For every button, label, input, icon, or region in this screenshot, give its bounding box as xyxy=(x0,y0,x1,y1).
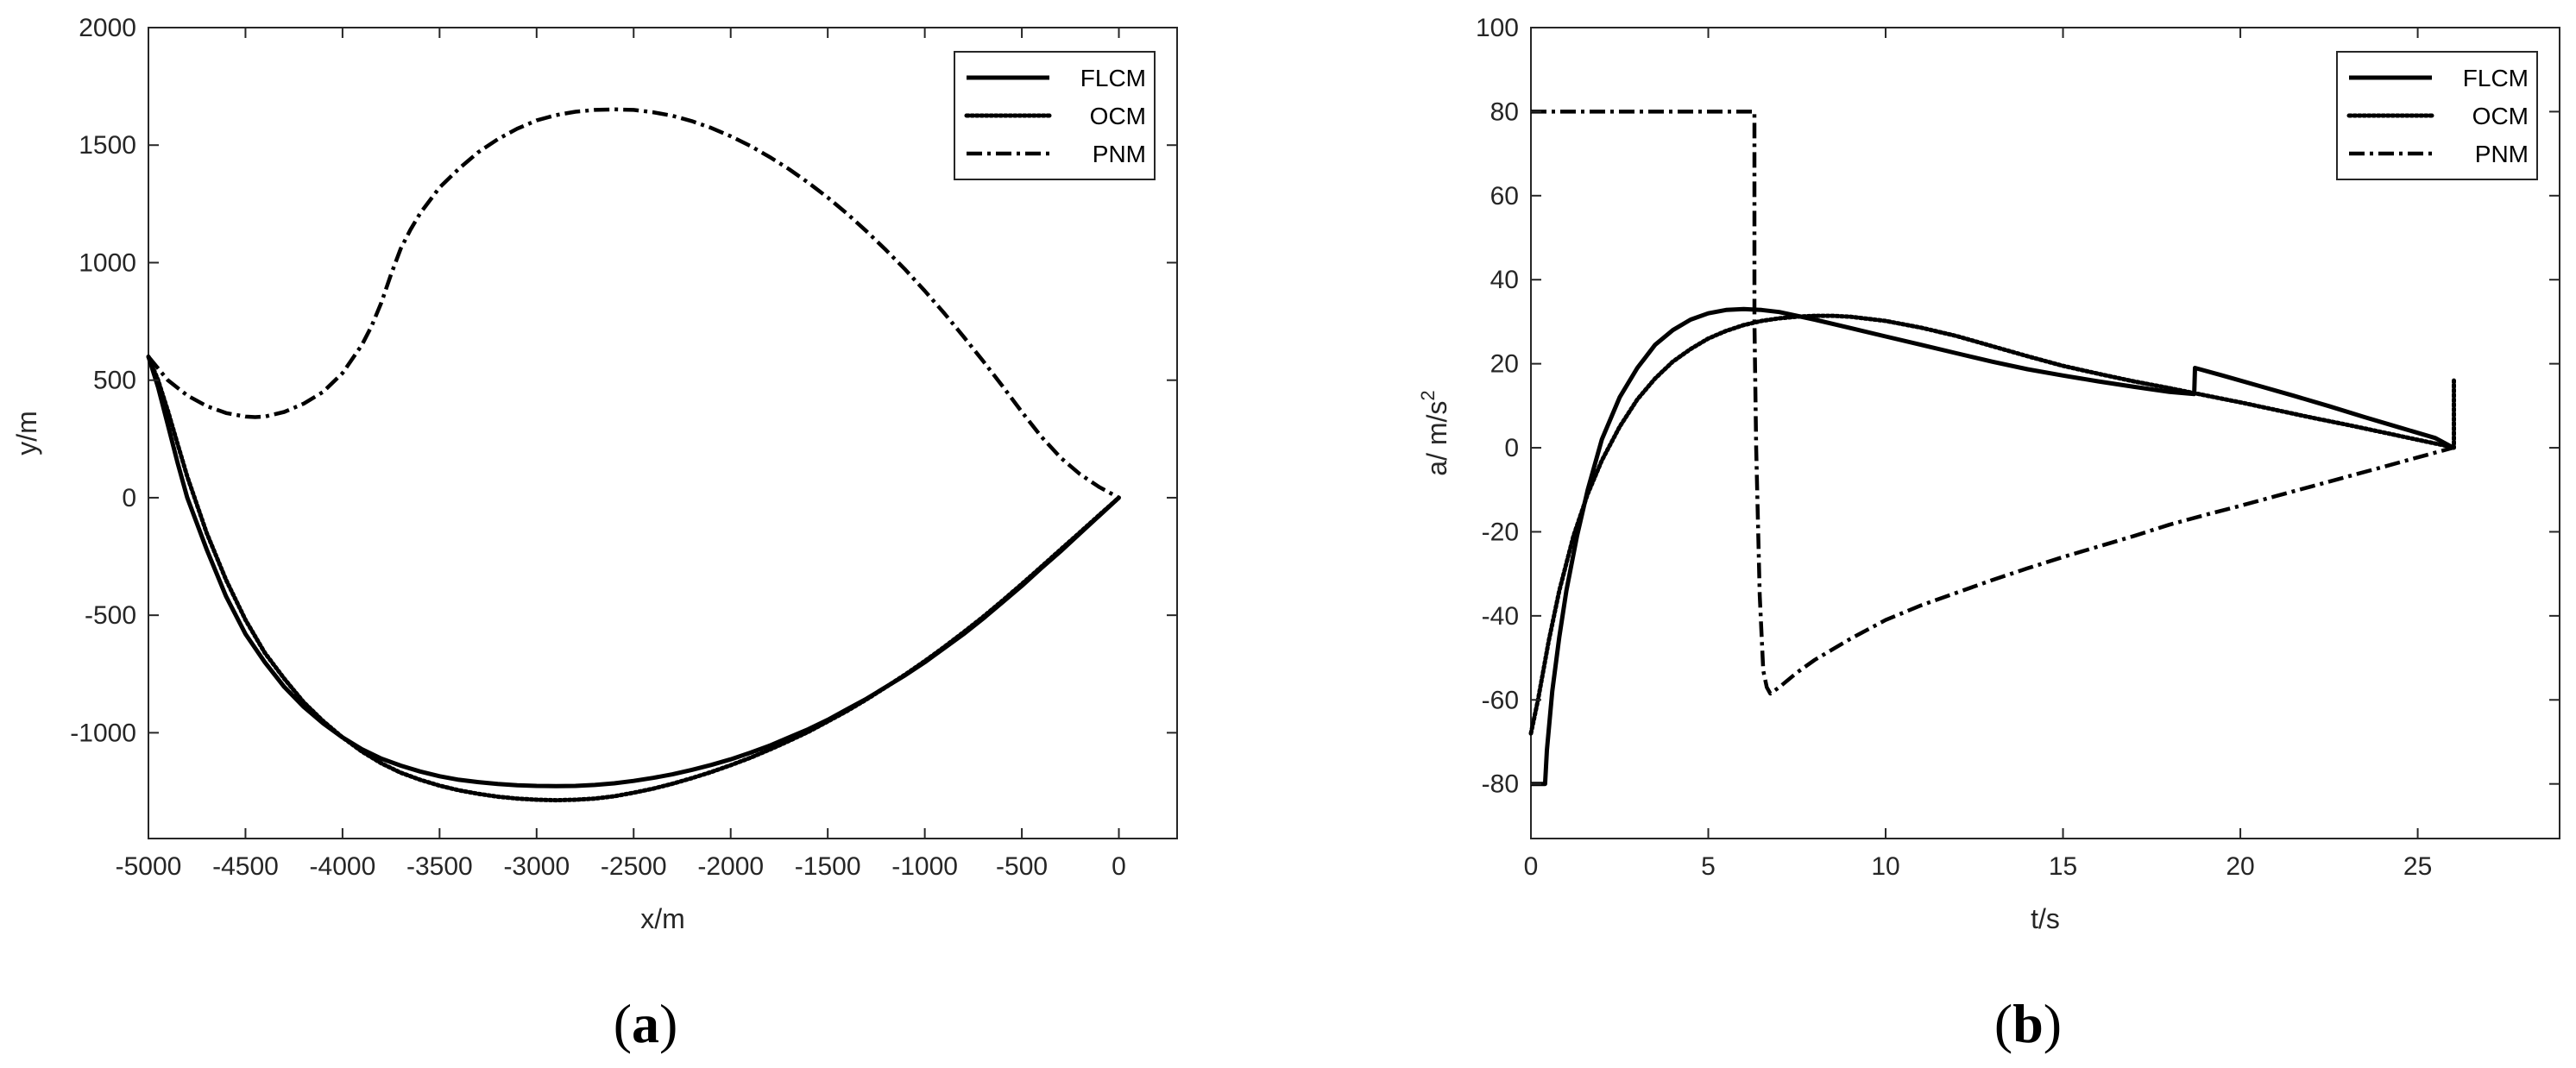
panel-a-ytick-label: 0 xyxy=(122,484,136,512)
panel-b-label: (b) xyxy=(1994,993,2062,1054)
panel-a-xtick-label: -3500 xyxy=(406,852,473,881)
panel-a-series-ocm-line xyxy=(146,354,1121,803)
panel-a-series-group xyxy=(146,107,1121,803)
panel-a-label: (a) xyxy=(614,993,678,1054)
panel-b-legend: FLCM OCM PNM xyxy=(2336,51,2538,180)
panel-b-ytick-label: 80 xyxy=(1490,97,1519,126)
panel-a-label-close: ) xyxy=(659,993,677,1054)
panel-a-xtick-label: -3000 xyxy=(503,852,570,881)
panel-b-ytick-label: 100 xyxy=(1476,14,1519,42)
panel-a-yticks: -1000 -500 0 500 1000 1500 2000 xyxy=(70,14,1177,747)
panel-a-xtick-label: -1000 xyxy=(891,852,958,881)
panel-a-legend-label-pnm: PNM xyxy=(1093,141,1146,167)
panel-a-ytick-label: -1000 xyxy=(70,719,136,747)
panel-b-xtick-label: 25 xyxy=(2403,852,2432,881)
panel-b-y-axis-label-text: a/ m/s xyxy=(1421,401,1452,476)
panel-a-xtick-label: -4500 xyxy=(212,852,279,881)
panel-a-legend: FLCM OCM PNM xyxy=(954,51,1156,180)
panel-a-ytick-label: 1500 xyxy=(79,131,136,160)
panel-b-y-axis-label-superscript: 2 xyxy=(1417,390,1439,400)
panel-b-legend-label-ocm: OCM xyxy=(2472,103,2529,129)
panel-b-series-group xyxy=(1528,110,2456,787)
panel-a-xtick-label: -5000 xyxy=(116,852,182,881)
panel-b-xtick-label: 5 xyxy=(1701,852,1716,881)
panel-a-label-letter: a xyxy=(632,993,659,1054)
panel-b-x-axis-label: t/s xyxy=(2031,903,2060,934)
panel-a-ytick-label: -500 xyxy=(85,601,136,630)
panel-a-xticks: -5000 -4500 -4000 -3500 -3000 -2500 -2000 -1500… xyxy=(116,28,1126,881)
panel-a-xtick-label: 0 xyxy=(1112,852,1126,881)
panel-b-ytick-label: -40 xyxy=(1482,602,1519,631)
panel-a-xtick-label: -2500 xyxy=(601,852,667,881)
panel-b-xtick-label: 0 xyxy=(1524,852,1539,881)
panel-b-legend-label-flcm: FLCM xyxy=(2463,65,2529,91)
panel-b-xtick-label: 20 xyxy=(2226,852,2254,881)
panel-b-ytick-label: -60 xyxy=(1482,686,1519,714)
panel-b-ytick-label: 0 xyxy=(1504,434,1519,462)
panel-b-xtick-label: 10 xyxy=(1871,852,1899,881)
panel-b-xticks: 0 5 10 15 20 25 xyxy=(1524,28,2432,881)
panel-b-ytick-label: -80 xyxy=(1482,770,1519,799)
panel-b-xtick-label: 15 xyxy=(2049,852,2077,881)
panel-a-xtick-label: -1500 xyxy=(795,852,861,881)
panel-a-ytick-label: 1000 xyxy=(79,248,136,277)
panel-a-series-pnm-line xyxy=(147,107,1120,499)
panel-b-ytick-label: 60 xyxy=(1490,182,1519,210)
panel-a-chart: -5000 -4500 -4000 -3500 -3000 -2500 -2000 -1500… xyxy=(11,14,1178,1054)
panel-b-label-close: ) xyxy=(2044,993,2062,1054)
panel-b-ytick-label: 40 xyxy=(1490,266,1519,294)
panel-a-xtick-label: -500 xyxy=(996,852,1048,881)
panel-a-x-axis-label: x/m xyxy=(640,903,685,934)
panel-a-xtick-label: -4000 xyxy=(310,852,376,881)
panel-b-legend-label-pnm: PNM xyxy=(2475,141,2529,167)
panel-b-series-ocm-line xyxy=(1528,313,2456,736)
panel-a-legend-label-flcm: FLCM xyxy=(1080,65,1146,91)
panel-a-legend-label-ocm: OCM xyxy=(1090,103,1146,129)
panel-b-series-pnm-line xyxy=(1531,110,2454,696)
panel-a-xtick-label: -2000 xyxy=(697,852,764,881)
panel-b-ytick-label: -20 xyxy=(1482,518,1519,546)
panel-b-ytick-label: 20 xyxy=(1490,350,1519,379)
panel-a-y-axis-label: y/m xyxy=(11,411,42,455)
panel-a-ytick-label: 2000 xyxy=(79,14,136,42)
panel-b-y-axis-label: a/ m/s2 xyxy=(1417,390,1452,475)
panel-b-yticks: -80 -60 -40 -20 0 20 40 60 80 100 xyxy=(1476,14,2560,799)
panel-a-ytick-label: 500 xyxy=(93,367,136,395)
panel-a-label-open: ( xyxy=(614,993,632,1054)
panel-b-label-letter: b xyxy=(2012,993,2044,1054)
panel-b-label-open: ( xyxy=(1994,993,2012,1054)
